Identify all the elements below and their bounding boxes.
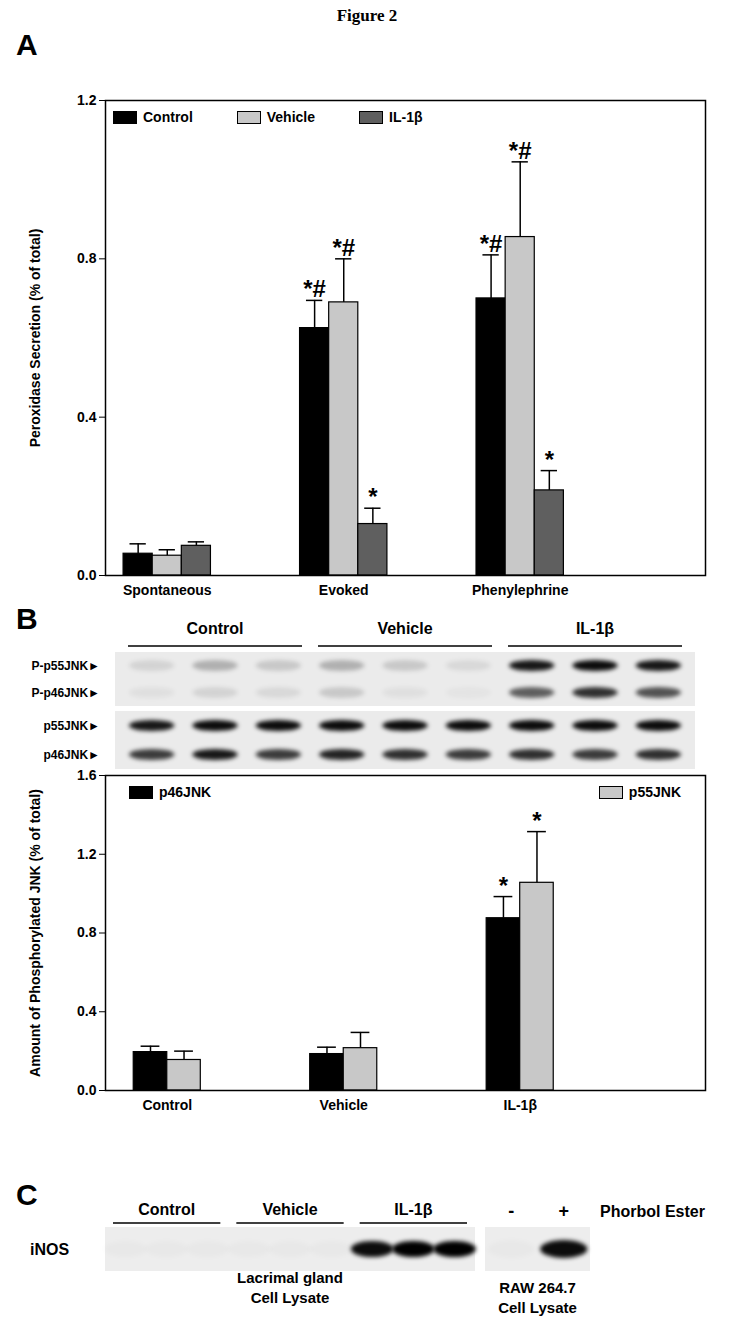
html-text:p55JNK: p55JNK xyxy=(628,784,681,800)
svg-text:Vehicle: Vehicle xyxy=(377,620,432,637)
svg-text:*: * xyxy=(499,872,509,899)
svg-text:Cell Lysate: Cell Lysate xyxy=(498,1299,577,1316)
svg-text:Spontaneous: Spontaneous xyxy=(123,582,212,598)
svg-text:Control: Control xyxy=(187,620,244,637)
svg-text:Amount of Phosphorylated JNK (: Amount of Phosphorylated JNK (% of total… xyxy=(27,789,43,1077)
svg-text:IL-1β: IL-1β xyxy=(576,620,614,637)
html-text:Figure 2: Figure 2 xyxy=(336,6,398,25)
html-text:Control: Control xyxy=(143,109,193,125)
svg-text:*#: *# xyxy=(480,230,503,257)
svg-text:0.0: 0.0 xyxy=(77,567,97,583)
svg-text:Cell Lysate: Cell Lysate xyxy=(251,1289,330,1306)
svg-text:0.4: 0.4 xyxy=(77,409,97,425)
svg-text:1.6: 1.6 xyxy=(77,767,97,783)
html-text:A: A xyxy=(16,28,38,61)
svg-text:RAW 264.7: RAW 264.7 xyxy=(499,1279,576,1296)
html-text:C: C xyxy=(16,1178,38,1211)
html-text:IL-1β: IL-1β xyxy=(389,109,423,125)
svg-text:0.4: 0.4 xyxy=(77,1003,97,1019)
svg-text:Control: Control xyxy=(142,1097,192,1113)
svg-text:IL-1β: IL-1β xyxy=(503,1097,537,1113)
svg-text:1.2: 1.2 xyxy=(77,92,97,108)
svg-text:iNOS: iNOS xyxy=(30,1241,69,1258)
svg-text:*: * xyxy=(532,807,542,834)
svg-text:*: * xyxy=(368,483,378,510)
svg-text:0.0: 0.0 xyxy=(77,1082,97,1098)
svg-text:0.8: 0.8 xyxy=(77,250,97,266)
svg-text:-: - xyxy=(508,1201,514,1221)
svg-text:1.2: 1.2 xyxy=(77,846,97,862)
svg-text:Control: Control xyxy=(138,1201,195,1218)
svg-text:P-p46JNK►: P-p46JNK► xyxy=(31,686,100,700)
html-text:Vehicle: Vehicle xyxy=(266,109,315,125)
svg-text:*: * xyxy=(545,446,555,473)
svg-text:Vehicle: Vehicle xyxy=(320,1097,368,1113)
svg-text:*#: *# xyxy=(332,234,355,261)
svg-text:Peroxidase Secretion (% of tot: Peroxidase Secretion (% of total) xyxy=(27,229,43,448)
svg-text:Vehicle: Vehicle xyxy=(262,1201,317,1218)
svg-text:IL-1β: IL-1β xyxy=(394,1201,432,1218)
svg-text:Phenylephrine: Phenylephrine xyxy=(472,582,569,598)
svg-text:P-p55JNK►: P-p55JNK► xyxy=(31,659,100,673)
svg-text:p55JNK►: p55JNK► xyxy=(43,719,100,733)
svg-text:p46JNK►: p46JNK► xyxy=(43,748,100,762)
html-text:B: B xyxy=(16,602,38,635)
svg-text:Evoked: Evoked xyxy=(319,582,369,598)
svg-text:Lacrimal gland: Lacrimal gland xyxy=(237,1269,343,1286)
svg-text:*#: *# xyxy=(303,275,326,302)
svg-text:*#: *# xyxy=(509,137,532,164)
svg-text:+: + xyxy=(558,1201,569,1221)
html-text:p46JNK: p46JNK xyxy=(159,784,212,800)
svg-text:Phorbol Ester: Phorbol Ester xyxy=(600,1203,705,1220)
svg-text:0.8: 0.8 xyxy=(77,924,97,940)
